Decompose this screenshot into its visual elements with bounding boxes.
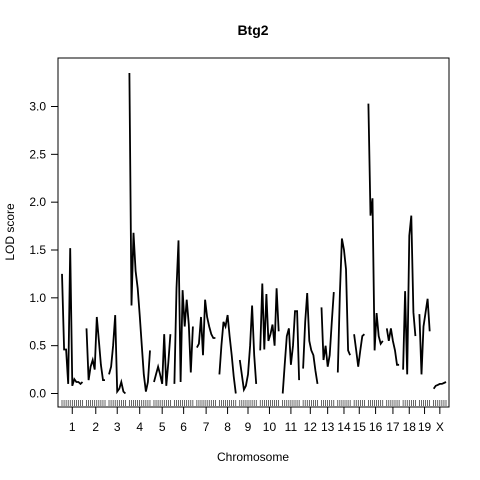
- lod-curve-chr-8: [218, 314, 237, 394]
- y-tick-label: 1.0: [29, 291, 46, 305]
- lod-curve-chr-18: [402, 215, 417, 375]
- lod-curve-chr-3: [108, 315, 127, 395]
- x-tick-label-9: 9: [245, 420, 252, 434]
- x-tick-label-18: 18: [403, 420, 417, 434]
- x-tick-label-6: 6: [180, 420, 187, 434]
- x-tick-label-17: 17: [386, 420, 400, 434]
- x-tick-label-3: 3: [114, 420, 121, 434]
- lod-curve-chr-12: [302, 293, 319, 385]
- lod-curve-chr-7: [196, 299, 216, 356]
- x-tick-label-X: X: [436, 420, 444, 434]
- x-tick-label-4: 4: [136, 420, 143, 434]
- lod-curve-chr-11: [281, 310, 300, 394]
- x-axis-label: Chromosome: [217, 450, 289, 464]
- x-axis: 1 2 3 4 5 6 7 8 9 10 11 12 13 14 15 16 17 18 19 X: [69, 407, 444, 434]
- lod-curve-chr-17: [385, 328, 400, 366]
- plot-frame: [57, 57, 450, 408]
- x-tick-label-8: 8: [224, 420, 231, 434]
- y-axis-label: LOD score: [3, 203, 17, 261]
- lod-curve-chr-9: [238, 305, 258, 393]
- lod-curve-chr-5: [153, 334, 172, 386]
- x-tick-label-14: 14: [337, 420, 351, 434]
- chart-title: Btg2: [237, 22, 268, 38]
- x-tick-label-1: 1: [69, 420, 76, 434]
- x-tick-label-7: 7: [203, 420, 210, 434]
- lod-curve-chr-4: [128, 72, 151, 392]
- y-tick-label: 3.0: [29, 100, 46, 114]
- y-tick-label: 2.0: [29, 195, 46, 209]
- marker-rug: [61, 400, 447, 406]
- x-tick-label-16: 16: [369, 420, 383, 434]
- x-tick-label-13: 13: [321, 420, 335, 434]
- y-tick-label: 0.0: [29, 387, 46, 401]
- y-axis: 0.0 0.5 1.0 1.5 2.0 2.5 3.0: [29, 100, 58, 401]
- lod-curve-chr-2: [85, 316, 105, 382]
- x-tick-label-12: 12: [304, 420, 318, 434]
- y-tick-label: 2.5: [29, 147, 46, 161]
- lod-curve-chr-15: [353, 333, 366, 367]
- lod-curve-chr-19: [418, 298, 431, 375]
- lod-curve-chr-6: [173, 240, 194, 384]
- lod-curve-chr-1: [61, 248, 84, 387]
- x-tick-label-11: 11: [285, 420, 298, 434]
- x-tick-label-5: 5: [159, 420, 166, 434]
- x-tick-label-2: 2: [92, 420, 99, 434]
- x-tick-label-10: 10: [263, 420, 277, 434]
- x-tick-label-15: 15: [353, 420, 367, 434]
- lod-curves: [61, 72, 447, 395]
- lod-curve-chr-16: [367, 103, 384, 351]
- x-tick-label-19: 19: [418, 420, 432, 434]
- lod-curve-chr-14: [336, 238, 351, 373]
- lod-curve-chr-X: [432, 381, 447, 390]
- y-tick-label: 1.5: [29, 243, 46, 257]
- lod-curve-chr-10: [259, 283, 280, 351]
- lod-curve-chr-13: [320, 292, 335, 367]
- y-tick-label: 0.5: [29, 339, 46, 353]
